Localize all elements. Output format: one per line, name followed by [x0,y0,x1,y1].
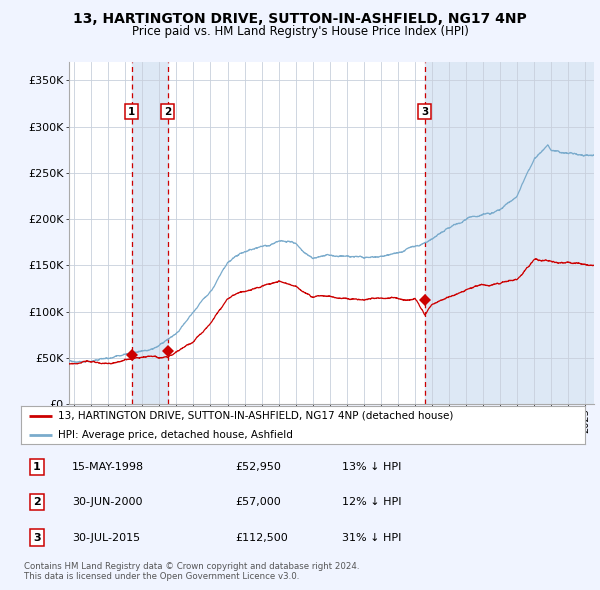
Text: 30-JUL-2015: 30-JUL-2015 [72,533,140,543]
Text: £112,500: £112,500 [235,533,288,543]
Text: 2: 2 [33,497,41,507]
Text: Contains HM Land Registry data © Crown copyright and database right 2024.: Contains HM Land Registry data © Crown c… [24,562,359,571]
Text: 30-JUN-2000: 30-JUN-2000 [72,497,142,507]
Text: 13, HARTINGTON DRIVE, SUTTON-IN-ASHFIELD, NG17 4NP (detached house): 13, HARTINGTON DRIVE, SUTTON-IN-ASHFIELD… [58,411,453,421]
Text: 13, HARTINGTON DRIVE, SUTTON-IN-ASHFIELD, NG17 4NP: 13, HARTINGTON DRIVE, SUTTON-IN-ASHFIELD… [73,12,527,26]
Bar [425,62,594,404]
Text: 2: 2 [164,107,172,117]
Text: Price paid vs. HM Land Registry's House Price Index (HPI): Price paid vs. HM Land Registry's House … [131,25,469,38]
Text: £52,950: £52,950 [235,461,281,471]
Text: 1: 1 [128,107,135,117]
Text: 31% ↓ HPI: 31% ↓ HPI [343,533,402,543]
Text: HPI: Average price, detached house, Ashfield: HPI: Average price, detached house, Ashf… [58,430,293,440]
Text: 15-MAY-1998: 15-MAY-1998 [72,461,144,471]
Bar [131,62,168,404]
Text: This data is licensed under the Open Government Licence v3.0.: This data is licensed under the Open Gov… [24,572,299,581]
Text: 13% ↓ HPI: 13% ↓ HPI [343,461,402,471]
Text: £57,000: £57,000 [235,497,281,507]
Text: 12% ↓ HPI: 12% ↓ HPI [343,497,402,507]
Text: 1: 1 [33,461,41,471]
Text: 3: 3 [421,107,428,117]
Text: 3: 3 [33,533,41,543]
